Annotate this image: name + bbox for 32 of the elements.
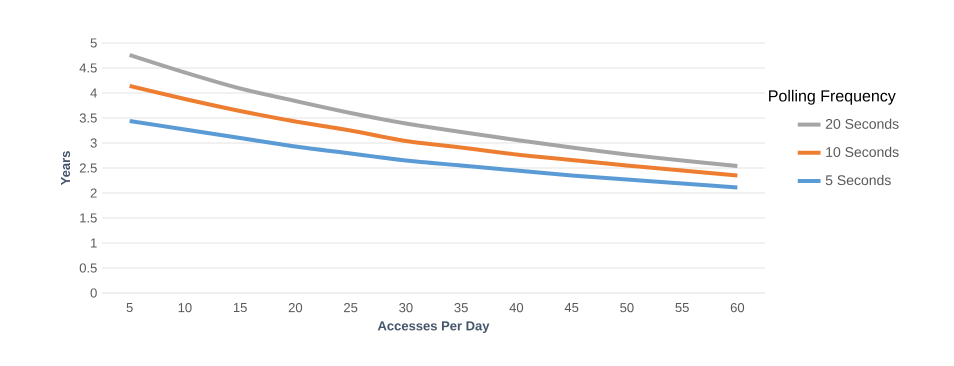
y-tick-label: 1.5 — [80, 213, 97, 223]
x-tick-label: 25 — [344, 303, 358, 312]
x-tick-label: 30 — [399, 303, 413, 312]
x-tick-label: 15 — [234, 303, 247, 312]
x-tick-label: 5 — [126, 303, 133, 312]
y-tick-label: 4.5 — [80, 63, 97, 73]
x-tick-label: 55 — [675, 303, 689, 312]
legend-label: 20 Seconds — [826, 118, 899, 129]
y-axis-title: Years — [60, 151, 70, 186]
y-tick-label: 3.5 — [80, 113, 97, 123]
x-tick-label: 45 — [564, 303, 578, 312]
y-tick-label: 1 — [91, 238, 97, 248]
x-axis-title: Accesses Per Day — [378, 321, 490, 334]
line-series — [128, 52, 740, 168]
legend-label: 10 Seconds — [826, 146, 899, 158]
y-tick-label: 4 — [90, 88, 97, 98]
y-tick-label: 2.5 — [80, 163, 97, 173]
y-tick-label: 0.5 — [80, 263, 97, 273]
legend-title: Polling Frequency — [769, 90, 896, 105]
x-tick-label: 40 — [509, 303, 524, 312]
x-tick-label: 10 — [178, 303, 192, 312]
line-series — [128, 84, 740, 178]
y-tick-label: 0 — [90, 288, 97, 298]
y-tick-label: 2 — [90, 188, 97, 198]
x-tick-label: 35 — [454, 303, 468, 312]
x-tick-label: 50 — [620, 303, 634, 312]
legend-label: 5 Seconds — [826, 174, 891, 186]
line-series — [128, 118, 740, 190]
y-tick-label: 3 — [90, 138, 97, 148]
x-tick-label: 60 — [730, 303, 744, 312]
y-tick-label: 5 — [90, 38, 97, 48]
x-tick-label: 20 — [288, 303, 302, 312]
